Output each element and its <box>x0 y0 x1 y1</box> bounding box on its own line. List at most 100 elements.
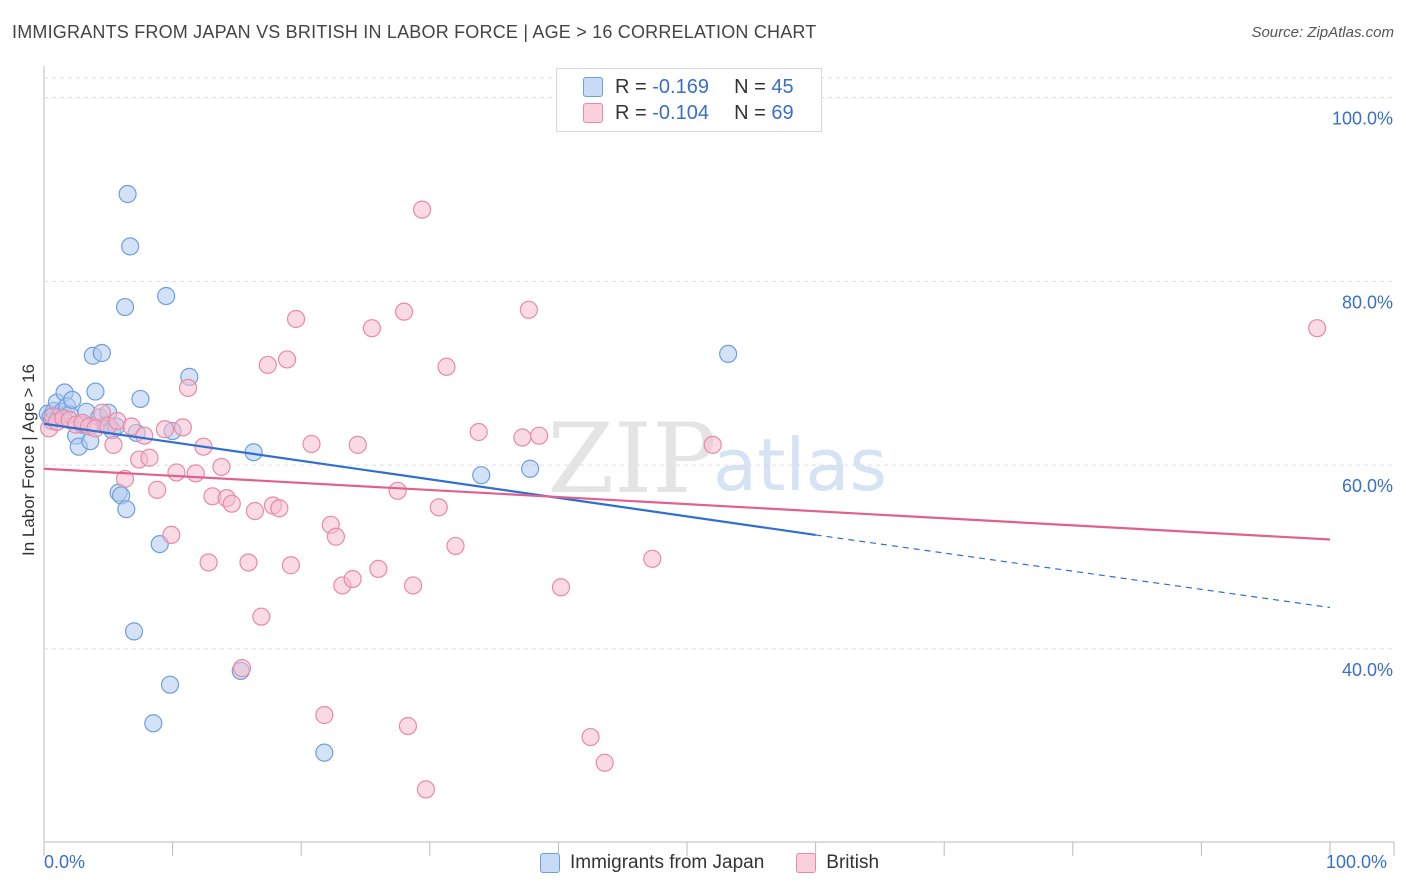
japan-point <box>121 237 140 256</box>
legend-r-value: -0.104 <box>652 101 709 124</box>
british-point <box>416 780 436 799</box>
british-point <box>437 357 456 376</box>
legend-swatch-blue <box>583 77 603 97</box>
japan-point <box>118 184 137 204</box>
british-point <box>315 705 334 725</box>
japan-trend-line <box>43 422 816 536</box>
british-point <box>403 576 423 595</box>
legend-item-british: British <box>796 852 879 874</box>
japan-point <box>472 466 491 485</box>
british-point <box>140 448 159 467</box>
legend-item-japan: Immigrants from Japan <box>540 852 764 874</box>
british-point <box>362 319 382 338</box>
british-point <box>155 420 174 439</box>
japan-point <box>160 675 180 694</box>
legend-label-british: British <box>826 852 880 873</box>
japan-point <box>63 390 82 409</box>
x-tick-label: 0.0% <box>44 852 86 872</box>
legend-r-label: R = <box>615 75 647 98</box>
british-point <box>530 426 549 445</box>
british-point <box>239 553 258 572</box>
british-point <box>302 434 321 454</box>
y-tick-label: 80.0% <box>1342 292 1393 312</box>
british-point <box>595 753 614 772</box>
british-point <box>348 435 367 454</box>
british-point <box>104 435 123 454</box>
british-point <box>199 553 218 572</box>
british-point <box>212 457 231 477</box>
legend-row-japan: R = -0.169 N = 45 <box>583 75 794 99</box>
source-label: Source: ZipAtlas.com <box>1251 24 1394 41</box>
british-point <box>277 350 297 369</box>
legend-n-label: N = <box>734 75 766 98</box>
y-axis-label: In Labor Force | Age > 16 <box>19 363 38 557</box>
x-tick-label: 100.0% <box>1326 852 1388 872</box>
british-point <box>186 464 205 483</box>
british-trend-line <box>43 467 1331 541</box>
british-point <box>281 556 301 575</box>
legend-swatch-pink <box>796 853 817 873</box>
british-point <box>398 716 418 736</box>
british-point <box>162 525 181 545</box>
japan-point <box>92 343 111 363</box>
legend-n-label: N = <box>734 101 766 124</box>
british-point <box>135 426 154 445</box>
y-tick-label: 60.0% <box>1342 476 1393 496</box>
watermark-zip: ZIP <box>547 403 716 515</box>
british-point <box>270 499 289 518</box>
british-point <box>245 501 265 521</box>
correlation-legend: R = -0.169 N = 45 R = -0.104 N = 69 <box>556 68 822 132</box>
british-point <box>551 578 571 597</box>
legend-row-british: R = -0.104 N = 69 <box>583 101 794 125</box>
british-point <box>412 200 432 219</box>
british-point <box>394 302 414 321</box>
british-point <box>148 480 167 499</box>
legend-r-label: R = <box>615 101 647 124</box>
y-tick-label: 100.0% <box>1332 109 1393 129</box>
british-point <box>643 549 662 568</box>
british-point <box>178 378 198 398</box>
british-point <box>122 417 141 436</box>
british-point <box>343 569 362 589</box>
british-point <box>286 309 306 329</box>
japan-point <box>144 714 163 733</box>
british-point <box>369 559 388 579</box>
british-point <box>115 469 135 488</box>
japan-point <box>115 297 135 317</box>
british-point <box>258 355 277 375</box>
bottom-legend: Immigrants from Japan British <box>540 852 911 874</box>
chart-title: IMMIGRANTS FROM JAPAN VS BRITISH IN LABO… <box>12 22 817 42</box>
british-point <box>252 607 271 626</box>
british-point <box>326 527 346 546</box>
legend-n-value: 69 <box>771 101 794 124</box>
british-point <box>703 435 722 454</box>
japan-point <box>157 286 176 306</box>
british-point <box>513 428 532 447</box>
y-tick-label: 40.0% <box>1342 660 1393 680</box>
legend-label-japan: Immigrants from Japan <box>570 852 765 873</box>
british-point <box>222 494 241 513</box>
british-point <box>446 536 465 556</box>
british-point <box>167 463 186 482</box>
british-point <box>469 422 488 442</box>
british-point <box>232 659 252 678</box>
japan-point <box>86 382 105 401</box>
japan-point <box>719 344 738 364</box>
legend-swatch-blue <box>540 853 560 873</box>
legend-swatch-pink <box>583 103 603 123</box>
british-point <box>519 300 538 319</box>
japan-point <box>521 459 540 478</box>
japan-trend-extension <box>815 534 1331 609</box>
british-point <box>1308 319 1327 338</box>
japan-point <box>117 500 136 519</box>
british-point <box>581 727 600 747</box>
legend-n-value: 45 <box>771 75 794 98</box>
japan-point <box>124 622 144 641</box>
british-point <box>173 418 192 437</box>
japan-point <box>315 743 334 762</box>
british-point <box>388 481 407 500</box>
british-point <box>429 498 448 517</box>
legend-r-value: -0.169 <box>652 75 709 98</box>
japan-point <box>131 389 150 409</box>
